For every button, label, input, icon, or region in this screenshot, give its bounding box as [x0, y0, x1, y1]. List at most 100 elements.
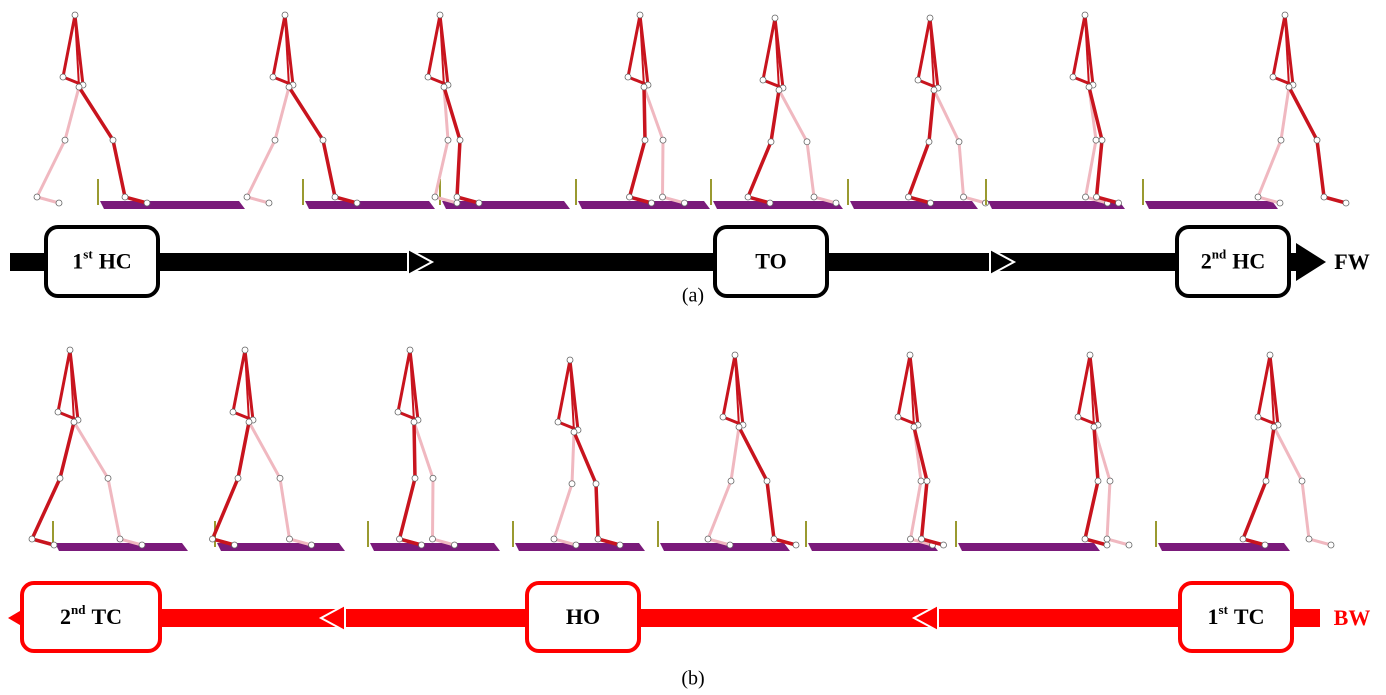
joint [411, 419, 417, 425]
leg [37, 87, 79, 203]
joint [728, 478, 734, 484]
joint [230, 409, 236, 415]
joint [727, 542, 733, 548]
joint [454, 194, 460, 200]
joint [1094, 194, 1100, 200]
joint [139, 542, 145, 548]
joint [1286, 84, 1292, 90]
joint [1126, 542, 1132, 548]
leg [1274, 427, 1331, 545]
joint [62, 137, 68, 143]
leg [435, 87, 457, 203]
leg [400, 422, 422, 545]
torso [918, 18, 938, 88]
leg [1243, 427, 1274, 545]
joint [55, 409, 61, 415]
joint [764, 478, 770, 484]
platform [713, 201, 843, 209]
leg [79, 87, 147, 203]
event-number: 2 [1201, 249, 1212, 274]
joint [705, 536, 711, 542]
skeleton [806, 352, 947, 551]
torso [428, 15, 448, 85]
joint [931, 87, 937, 93]
joint [34, 194, 40, 200]
joint [432, 194, 438, 200]
event-name: HC [1232, 249, 1265, 274]
joint [1075, 414, 1081, 420]
leg [289, 87, 357, 203]
joint [272, 137, 278, 143]
leg [644, 87, 685, 203]
event-label: 1stTC [1208, 602, 1265, 629]
joint [1270, 74, 1276, 80]
leg [748, 90, 779, 203]
joint [573, 542, 579, 548]
joint [452, 542, 458, 548]
joint [395, 409, 401, 415]
leg [249, 422, 312, 545]
joint [908, 536, 914, 542]
joint [642, 137, 648, 143]
joint [956, 139, 962, 145]
event-label: 1stHC [72, 246, 131, 273]
joint [649, 200, 655, 206]
leg [630, 87, 652, 203]
skeleton [711, 15, 843, 209]
torso [1078, 355, 1098, 425]
joint [117, 536, 123, 542]
joint [397, 536, 403, 542]
event-name: TC [91, 604, 122, 629]
arrow-marker [408, 249, 432, 275]
skeleton [244, 12, 435, 209]
joint [660, 137, 666, 143]
joint [287, 536, 293, 542]
joint [1314, 137, 1320, 143]
arrow-marker [321, 605, 345, 631]
leg [1289, 87, 1346, 203]
joint [555, 419, 561, 425]
torso [1073, 15, 1093, 85]
joint [1093, 137, 1099, 143]
leg [934, 90, 986, 203]
joint [110, 137, 116, 143]
event-number: 2 [60, 604, 71, 629]
figure: FW BW (a) (b) 1stHCTO2ndHC2ndTCHO1stTC [0, 0, 1386, 695]
joint [767, 200, 773, 206]
arrow-marker [990, 249, 1014, 275]
event-number: 1 [1208, 604, 1219, 629]
joint [72, 12, 78, 18]
joint [745, 194, 751, 200]
joint [924, 478, 930, 484]
joint [56, 200, 62, 206]
torso [898, 355, 918, 425]
joint [412, 475, 418, 481]
joint [1107, 478, 1113, 484]
joint [1343, 200, 1349, 206]
joint [1082, 12, 1088, 18]
joint [441, 84, 447, 90]
skeleton [576, 12, 710, 209]
joint [732, 352, 738, 358]
platform [1145, 201, 1278, 209]
joint [1086, 84, 1092, 90]
joint [51, 542, 57, 548]
torso [273, 15, 293, 85]
joint [232, 542, 238, 548]
leg [1089, 87, 1119, 203]
event-suffix: nd [71, 602, 86, 617]
joint [419, 542, 425, 548]
platform [305, 201, 435, 209]
leg [779, 90, 836, 203]
joint [76, 84, 82, 90]
event-suffix: st [1219, 602, 1229, 617]
timeline-bar [10, 253, 1298, 271]
leg [739, 427, 796, 545]
joint [833, 200, 839, 206]
joint [919, 536, 925, 542]
torso [63, 15, 83, 85]
joint [771, 536, 777, 542]
leg [1258, 87, 1289, 203]
arrow-head [1296, 243, 1326, 281]
platform [958, 543, 1100, 551]
